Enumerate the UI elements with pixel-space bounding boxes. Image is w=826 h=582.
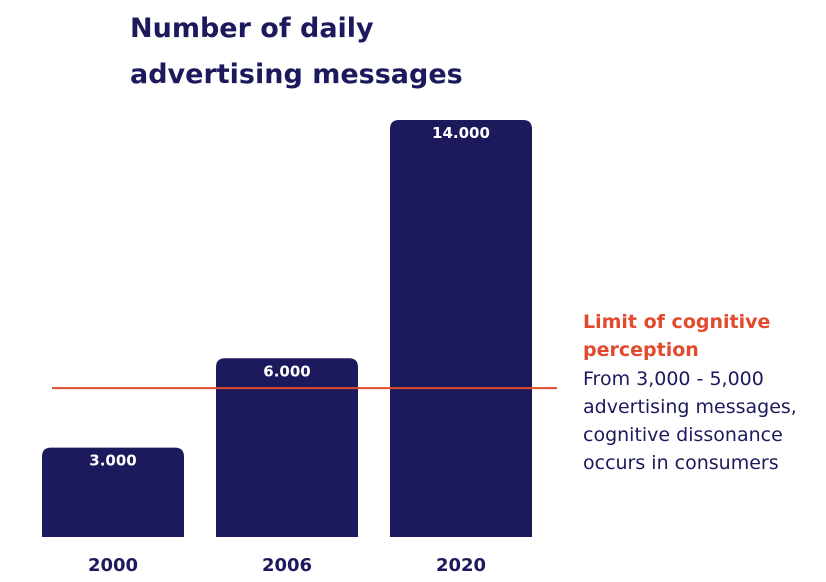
x-tick-label-2000: 2000 bbox=[88, 555, 138, 576]
bar-2020 bbox=[390, 120, 532, 537]
cognitive-limit-annotation: Limit of cognitive perception From 3,000… bbox=[583, 308, 823, 477]
x-tick-label-2006: 2006 bbox=[262, 555, 312, 576]
bar-2000 bbox=[42, 447, 184, 537]
bars-layer bbox=[42, 120, 532, 537]
x-tick-label-2020: 2020 bbox=[436, 555, 486, 576]
data-label-2020: 14.000 bbox=[432, 124, 490, 142]
chart-title: Number of daily advertising messages bbox=[130, 13, 463, 90]
labels-layer: 3.000 2000 6.000 2006 14.000 2020 bbox=[88, 124, 490, 576]
data-label-2000: 3.000 bbox=[89, 452, 136, 470]
data-label-2006: 6.000 bbox=[263, 362, 310, 380]
bar-2006 bbox=[216, 358, 358, 537]
annotation-title: Limit of cognitive perception bbox=[583, 311, 771, 361]
annotation-description: From 3,000 - 5,000 advertising messages,… bbox=[583, 368, 797, 474]
